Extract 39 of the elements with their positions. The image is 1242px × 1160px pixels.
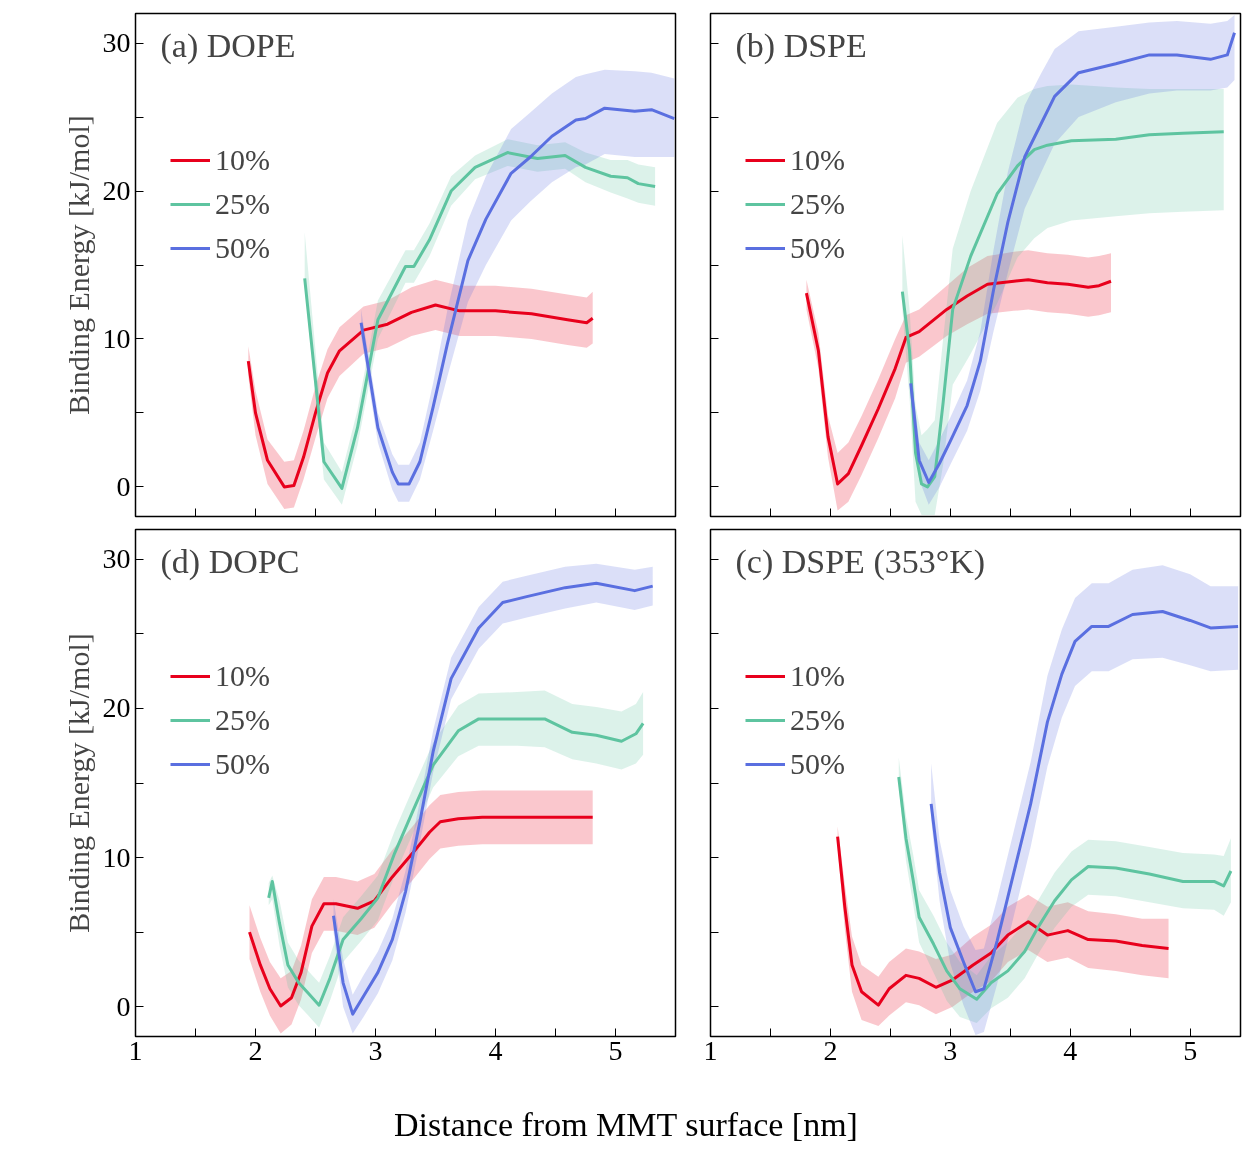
legend-label: 50% (790, 746, 845, 782)
legend-label: 25% (790, 186, 845, 222)
legend-label: 25% (790, 702, 845, 738)
legend-label: 50% (215, 746, 270, 782)
y-tick-label: 0 (116, 470, 131, 502)
x-axis-title: Distance from MMT surface [nm] (394, 1105, 858, 1145)
y-tick-label: 30 (102, 27, 131, 59)
chart-title: (c) DSPE (353°K) (735, 542, 986, 581)
chart-title: (b) DSPE (735, 26, 867, 65)
legend-label: 25% (215, 186, 270, 222)
x-tick-label: 2 (248, 1034, 263, 1066)
x-tick-label: 1 (703, 1034, 718, 1066)
x-tick-label: 5 (1183, 1034, 1198, 1066)
x-tick-label: 3 (368, 1034, 383, 1066)
x-tick-label: 4 (1063, 1034, 1078, 1066)
legend-label: 10% (790, 658, 845, 694)
line-series (248, 815, 595, 1008)
chart-title: (d) DOPC (160, 542, 300, 581)
x-tick-label: 5 (608, 1034, 623, 1066)
legend-label: 25% (215, 702, 270, 738)
y-tick-label: 0 (116, 990, 131, 1022)
y-tick-label: 10 (102, 322, 131, 354)
y-tick-label: 10 (102, 841, 131, 873)
x-tick-label: 1 (128, 1034, 143, 1066)
legend-label: 50% (790, 230, 845, 266)
y-tick-label: 30 (102, 543, 131, 575)
x-tick-label: 4 (488, 1034, 503, 1066)
y-axis-title: Binding Energy [kJ/mol] (61, 633, 95, 933)
chart-title: (a) DOPE (160, 26, 296, 65)
legend-label: 50% (215, 230, 270, 266)
x-tick-label: 3 (943, 1034, 958, 1066)
legend-label: 10% (790, 142, 845, 178)
y-tick-label: 20 (102, 175, 131, 207)
line-series (246, 303, 595, 489)
legend-label: 10% (215, 142, 270, 178)
legend-label: 10% (215, 658, 270, 694)
x-tick-label: 2 (823, 1034, 838, 1066)
y-tick-label: 20 (102, 692, 131, 724)
y-axis-title: Binding Energy [kJ/mol] (61, 115, 95, 415)
